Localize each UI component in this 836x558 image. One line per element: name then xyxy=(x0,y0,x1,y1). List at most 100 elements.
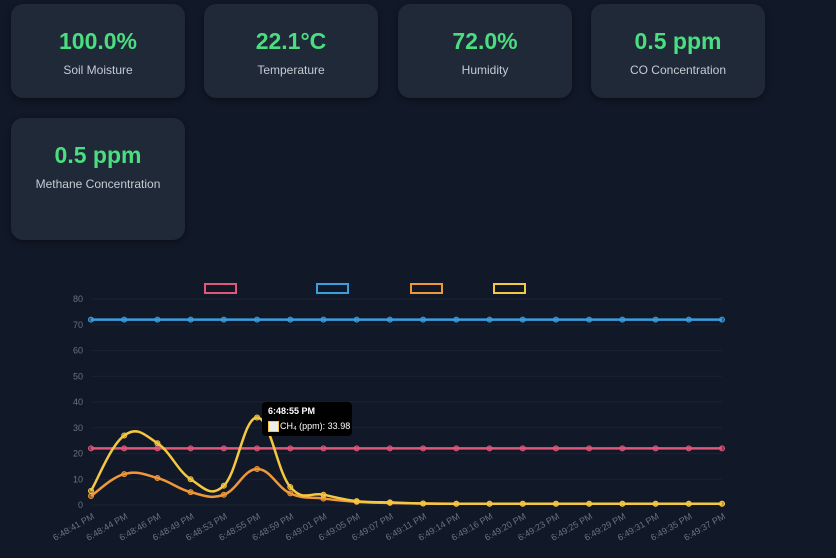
tooltip-swatch xyxy=(268,421,279,432)
legend-item-humidity xyxy=(316,283,349,294)
data-point xyxy=(254,414,261,421)
y-tick-label: 70 xyxy=(73,320,83,330)
data-point xyxy=(486,316,493,323)
data-point xyxy=(187,476,194,483)
data-point xyxy=(353,316,360,323)
y-tick-label: 0 xyxy=(78,500,83,510)
data-point xyxy=(254,316,261,323)
data-point xyxy=(519,500,526,507)
data-point xyxy=(187,489,194,496)
card-value: 100.0% xyxy=(58,28,137,54)
data-point xyxy=(619,316,626,323)
data-point xyxy=(453,445,460,452)
data-point xyxy=(154,440,161,447)
data-point xyxy=(486,445,493,452)
data-point xyxy=(187,445,194,452)
data-point xyxy=(154,316,161,323)
card-label: CO Concentration xyxy=(629,63,727,77)
y-tick-label: 60 xyxy=(73,346,83,356)
data-point xyxy=(619,500,626,507)
data-point xyxy=(453,316,460,323)
data-point xyxy=(121,432,128,439)
card-soil-moisture: 100.0% Soil Moisture xyxy=(11,4,185,98)
data-point xyxy=(287,316,294,323)
legend-item-temperature xyxy=(204,283,237,294)
data-point xyxy=(154,445,161,452)
data-point xyxy=(719,445,725,452)
card-methane: 0.5 ppm Methane Concentration xyxy=(11,118,185,240)
data-point xyxy=(586,316,593,323)
tooltip-title: 6:48:55 PM xyxy=(268,406,316,416)
data-point xyxy=(254,465,261,472)
y-tick-label: 30 xyxy=(73,423,83,433)
data-point xyxy=(420,445,427,452)
data-point xyxy=(619,445,626,452)
data-point xyxy=(453,500,460,507)
data-point xyxy=(254,445,261,452)
data-point xyxy=(287,445,294,452)
legend-item-co xyxy=(410,283,443,294)
card-humidity: 72.0% Humidity xyxy=(398,4,572,98)
data-point xyxy=(719,500,725,507)
y-tick-label: 10 xyxy=(73,474,83,484)
data-point xyxy=(685,316,692,323)
data-point xyxy=(586,445,593,452)
data-point xyxy=(88,316,94,323)
data-point xyxy=(88,492,94,499)
data-point xyxy=(652,500,659,507)
data-point xyxy=(386,316,393,323)
data-point xyxy=(320,445,327,452)
card-value: 0.5 ppm xyxy=(634,28,722,54)
card-temperature: 22.1°C Temperature xyxy=(204,4,378,98)
data-point xyxy=(320,491,327,498)
data-point xyxy=(88,487,94,494)
data-point xyxy=(719,316,725,323)
data-point xyxy=(220,482,227,489)
y-tick-label: 40 xyxy=(73,397,83,407)
data-point xyxy=(287,490,294,497)
y-tick-label: 50 xyxy=(73,371,83,381)
data-point xyxy=(519,445,526,452)
data-point xyxy=(420,316,427,323)
tooltip-label: CH₄ (ppm): 33.98 xyxy=(280,421,351,431)
data-point xyxy=(386,499,393,506)
data-point xyxy=(353,445,360,452)
data-point xyxy=(320,316,327,323)
data-point xyxy=(220,445,227,452)
data-point xyxy=(685,445,692,452)
data-point xyxy=(586,500,593,507)
card-label: Methane Concentration xyxy=(35,177,161,191)
card-co: 0.5 ppm CO Concentration xyxy=(591,4,765,98)
legend-item-ch4 xyxy=(493,283,526,294)
y-tick-label: 20 xyxy=(73,449,83,459)
data-point xyxy=(121,445,128,452)
data-point xyxy=(420,500,427,507)
data-point xyxy=(519,316,526,323)
data-point xyxy=(486,500,493,507)
data-point xyxy=(552,500,559,507)
card-value: 22.1°C xyxy=(255,28,327,54)
data-point xyxy=(121,471,128,478)
data-point xyxy=(154,474,161,481)
card-value: 0.5 ppm xyxy=(54,142,142,168)
data-point xyxy=(685,500,692,507)
data-point xyxy=(187,316,194,323)
y-tick-label: 80 xyxy=(73,294,83,304)
card-label: Soil Moisture xyxy=(63,63,133,77)
data-point xyxy=(652,445,659,452)
data-point xyxy=(220,491,227,498)
data-point xyxy=(652,316,659,323)
card-label: Temperature xyxy=(257,63,325,77)
data-point xyxy=(353,498,360,505)
data-point xyxy=(88,445,94,452)
chart-tooltip: 6:48:55 PM CH₄ (ppm): 33.98 xyxy=(262,402,352,436)
data-point xyxy=(552,445,559,452)
data-point xyxy=(220,316,227,323)
data-point xyxy=(121,316,128,323)
data-point xyxy=(386,445,393,452)
data-point xyxy=(552,316,559,323)
data-point xyxy=(287,483,294,490)
card-label: Humidity xyxy=(461,63,509,77)
card-value: 72.0% xyxy=(452,28,518,54)
